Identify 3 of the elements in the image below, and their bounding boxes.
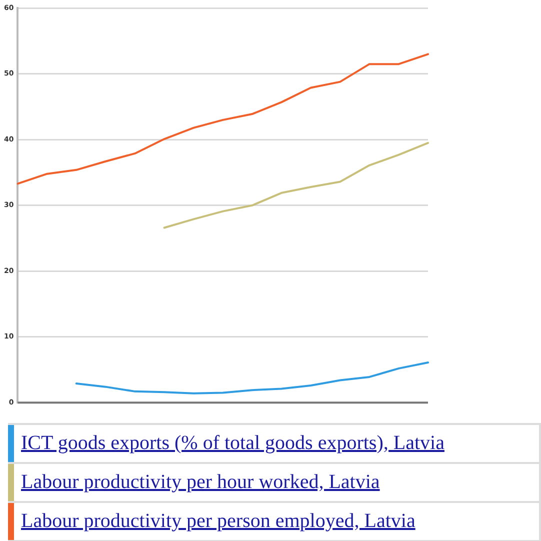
legend-label: ICT goods exports (% of total goods exports), Latvia (20, 431, 444, 456)
legend-label: Labour productivity per hour worked, Latvia (20, 470, 380, 495)
legend-label: Labour productivity per person employed, Latvia (20, 509, 416, 534)
